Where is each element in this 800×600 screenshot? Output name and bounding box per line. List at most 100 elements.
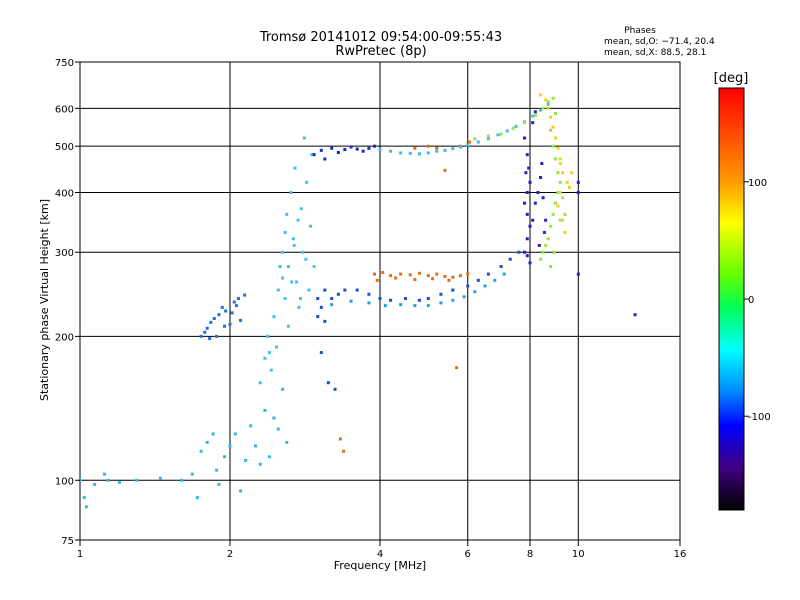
data-point: [413, 146, 417, 150]
data-point: [408, 273, 412, 277]
y-tick-label: 100: [55, 476, 74, 487]
data-point: [486, 272, 490, 276]
data-point: [283, 230, 287, 234]
data-point: [561, 196, 565, 200]
data-point: [215, 334, 219, 338]
data-point: [476, 140, 480, 144]
data-point: [208, 336, 212, 340]
data-point: [276, 288, 280, 292]
data-point: [403, 297, 407, 301]
data-point: [435, 149, 439, 153]
data-point: [565, 180, 569, 184]
data-point: [576, 180, 580, 184]
data-point: [458, 274, 462, 278]
data-point: [272, 315, 276, 319]
data-point: [435, 272, 439, 276]
data-point: [553, 112, 557, 116]
data-point: [549, 115, 553, 119]
data-point: [544, 98, 548, 102]
data-point: [343, 148, 347, 152]
data-point: [349, 299, 353, 303]
data-point: [285, 440, 289, 444]
data-point: [233, 432, 237, 436]
data-point: [367, 146, 371, 150]
data-point: [451, 147, 455, 151]
data-point: [502, 272, 506, 276]
data-point: [499, 265, 503, 269]
data-point: [205, 440, 209, 444]
data-point: [558, 180, 562, 184]
data-point: [466, 284, 470, 288]
y-tick-label: 75: [61, 536, 74, 547]
data-point: [82, 496, 86, 500]
data-point: [558, 157, 562, 161]
data-point: [195, 496, 199, 500]
data-point: [283, 297, 287, 301]
data-point: [443, 168, 447, 172]
data-point: [496, 133, 500, 137]
data-point: [553, 157, 557, 161]
y-tick-label: 200: [55, 332, 74, 343]
stats-line-o: mean, sd,O: −71.4, 20.4: [604, 37, 715, 47]
data-point: [541, 250, 545, 254]
data-point: [553, 201, 557, 205]
data-point: [389, 274, 393, 278]
data-point: [297, 305, 301, 309]
colorbar: [718, 87, 745, 511]
data-point: [199, 334, 203, 338]
data-point: [531, 218, 535, 222]
data-point: [336, 150, 340, 154]
data-point: [561, 171, 565, 175]
data-point: [523, 201, 527, 205]
data-point: [281, 387, 285, 391]
data-point: [413, 278, 417, 282]
data-point: [542, 230, 546, 234]
data-point: [267, 351, 271, 355]
data-point: [281, 250, 285, 254]
data-point: [544, 243, 548, 247]
data-point: [84, 505, 88, 509]
data-point: [319, 351, 323, 355]
data-point: [633, 313, 637, 317]
data-point: [439, 301, 443, 305]
data-point: [220, 305, 224, 309]
data-point: [316, 315, 320, 319]
data-point: [486, 137, 490, 141]
data-point: [549, 265, 553, 269]
data-point: [426, 151, 430, 155]
data-point: [296, 218, 300, 222]
y-tick-label: 300: [55, 248, 74, 259]
data-point: [408, 151, 412, 155]
data-point: [458, 145, 462, 149]
data-point: [539, 257, 543, 261]
data-point: [239, 489, 243, 493]
data-point: [561, 218, 565, 222]
data-point: [533, 201, 537, 205]
x-tick-label: 16: [674, 549, 687, 560]
data-point: [230, 311, 234, 315]
data-point: [269, 368, 273, 372]
data-point: [524, 171, 528, 175]
data-point: [381, 271, 385, 275]
data-point: [355, 288, 359, 292]
data-point: [533, 110, 537, 114]
data-point: [394, 276, 398, 280]
colorbar-tick-label: -100: [748, 412, 771, 423]
data-point: [307, 288, 311, 292]
data-point: [319, 148, 323, 152]
data-point: [558, 190, 562, 194]
colorbar-ticks: 100 0 -100: [744, 178, 771, 423]
data-point: [417, 298, 421, 302]
data-point: [528, 180, 532, 184]
data-point: [483, 284, 487, 288]
data-point: [323, 319, 327, 323]
data-point: [546, 102, 550, 106]
data-point: [537, 243, 541, 247]
data-point: [336, 292, 340, 296]
data-point: [310, 153, 314, 157]
data-point: [523, 136, 527, 140]
data-point: [443, 274, 447, 278]
data-point: [539, 175, 543, 179]
data-point: [305, 180, 309, 184]
data-point: [563, 212, 567, 216]
